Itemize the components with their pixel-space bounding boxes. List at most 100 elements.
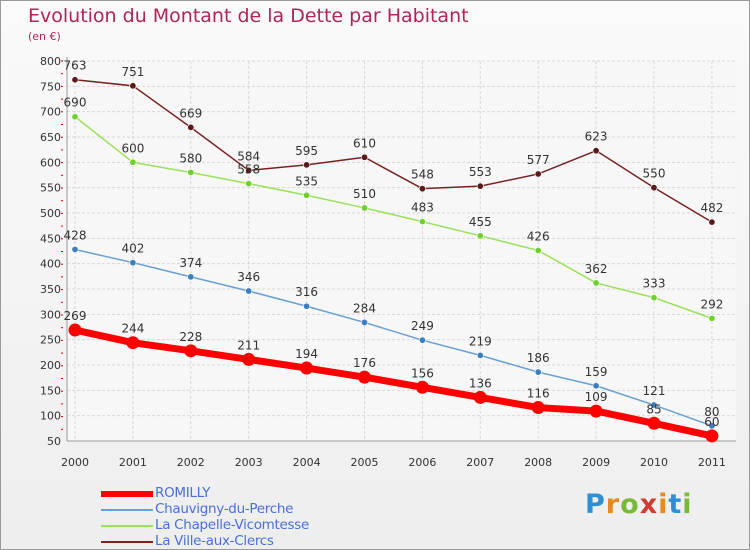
brand-letter: x <box>639 489 659 520</box>
x-tick-label: 2009 <box>582 456 610 469</box>
data-label-la-ville-aux-clercs: 623 <box>585 130 608 144</box>
data-point-la-ville-aux-clercs <box>187 123 195 131</box>
y-tick-label: 50 <box>47 435 61 448</box>
data-label-chauvigny-du-perche: 80 <box>704 405 719 419</box>
data-label-romilly: 136 <box>469 376 492 390</box>
data-point-romilly <box>242 352 256 366</box>
data-label-chauvigny-du-perche: 284 <box>353 301 376 315</box>
y-tick-label: 400 <box>40 258 61 271</box>
brand-letter: i <box>682 489 693 520</box>
x-tick-label: 2003 <box>235 456 263 469</box>
y-tick-label: 800 <box>40 55 61 68</box>
y-tick-label: 700 <box>40 106 61 119</box>
data-label-la-ville-aux-clercs: 751 <box>121 65 144 79</box>
data-point-la-ville-aux-clercs <box>129 82 137 90</box>
data-label-romilly: 60 <box>704 415 719 429</box>
data-label-la-ville-aux-clercs: 763 <box>64 59 87 73</box>
data-label-chauvigny-du-perche: 249 <box>411 319 434 333</box>
x-tick-label: 2001 <box>119 456 147 469</box>
data-point-romilly <box>647 416 661 430</box>
data-point-romilly <box>531 401 545 415</box>
data-point-chauvigny-du-perche <box>360 318 368 326</box>
x-tick-label: 2006 <box>408 456 436 469</box>
data-point-romilly <box>184 344 198 358</box>
data-point-la-chapelle-vicomtesse <box>360 204 368 212</box>
data-label-la-chapelle-vicomtesse: 600 <box>121 141 144 155</box>
data-label-la-chapelle-vicomtesse: 483 <box>411 201 434 215</box>
data-label-chauvigny-du-perche: 402 <box>121 242 144 256</box>
data-point-chauvigny-du-perche <box>129 259 137 267</box>
data-label-la-ville-aux-clercs: 550 <box>643 167 666 181</box>
data-label-la-ville-aux-clercs: 577 <box>527 153 550 167</box>
legend-swatch-la-ville <box>101 541 153 543</box>
data-point-romilly <box>415 380 429 394</box>
data-point-chauvigny-du-perche <box>534 368 542 376</box>
data-point-la-chapelle-vicomtesse <box>534 246 542 254</box>
data-label-romilly: 211 <box>237 338 260 352</box>
data-point-romilly <box>473 390 487 404</box>
data-point-la-chapelle-vicomtesse <box>476 232 484 240</box>
legend-label-la-chapelle: La Chapelle-Vicomtesse <box>155 517 309 533</box>
data-point-la-chapelle-vicomtesse <box>592 279 600 287</box>
brand-logo: Proxiti <box>585 489 693 520</box>
data-point-la-ville-aux-clercs <box>245 166 253 174</box>
data-label-la-ville-aux-clercs: 482 <box>700 201 723 215</box>
data-label-chauvigny-du-perche: 186 <box>527 351 550 365</box>
data-point-la-ville-aux-clercs <box>708 218 716 226</box>
data-point-romilly <box>126 336 140 350</box>
data-label-la-ville-aux-clercs: 595 <box>295 144 318 158</box>
series-line-chauvigny-du-perche <box>74 248 713 427</box>
x-tick-label: 2004 <box>293 456 321 469</box>
plot-area <box>67 61 736 441</box>
data-point-la-chapelle-vicomtesse <box>418 218 426 226</box>
data-label-la-chapelle-vicomtesse: 535 <box>295 174 318 188</box>
x-tick-label: 2011 <box>698 456 726 469</box>
data-label-la-chapelle-vicomtesse: 455 <box>469 215 492 229</box>
brand-letter: o <box>620 489 640 520</box>
data-point-la-ville-aux-clercs <box>71 76 79 84</box>
data-point-chauvigny-du-perche <box>592 382 600 390</box>
y-tick-label: 500 <box>40 207 61 220</box>
data-point-romilly <box>705 429 719 443</box>
legend-label-romilly: ROMILLY <box>155 485 211 501</box>
data-label-romilly: 244 <box>121 322 144 336</box>
y-tick-label: 250 <box>40 334 61 347</box>
brand-letter: r <box>605 489 621 520</box>
data-point-chauvigny-du-perche <box>708 422 716 430</box>
legend-label-la-ville: La Ville-aux-Clercs <box>155 533 274 549</box>
data-label-chauvigny-du-perche: 316 <box>295 285 318 299</box>
data-label-la-chapelle-vicomtesse: 362 <box>585 262 608 276</box>
data-point-la-chapelle-vicomtesse <box>71 113 79 121</box>
y-tick-label: 350 <box>40 283 61 296</box>
data-label-romilly: 269 <box>64 309 87 323</box>
data-point-romilly <box>300 361 314 375</box>
x-tick-label: 2007 <box>466 456 494 469</box>
data-label-la-ville-aux-clercs: 584 <box>237 149 260 163</box>
data-point-la-ville-aux-clercs <box>360 153 368 161</box>
x-tick-label: 2000 <box>61 456 89 469</box>
data-label-chauvigny-du-perche: 428 <box>64 228 87 242</box>
data-point-la-chapelle-vicomtesse <box>245 180 253 188</box>
legend-swatch-la-chapelle <box>101 525 153 527</box>
y-tick-label: 750 <box>40 80 61 93</box>
data-label-la-chapelle-vicomtesse: 292 <box>700 297 723 311</box>
data-label-chauvigny-du-perche: 121 <box>643 384 666 398</box>
brand-letter: P <box>585 489 606 520</box>
legend-swatch-romilly <box>101 491 153 497</box>
data-point-la-ville-aux-clercs <box>418 185 426 193</box>
data-point-romilly <box>358 370 371 384</box>
brand-letter: i <box>658 489 669 520</box>
data-point-romilly <box>589 404 603 418</box>
data-point-la-ville-aux-clercs <box>303 161 311 169</box>
y-tick-label: 150 <box>40 384 61 397</box>
series-line-romilly <box>71 326 716 440</box>
data-label-la-chapelle-vicomtesse: 426 <box>527 229 550 243</box>
data-point-la-ville-aux-clercs <box>476 182 484 190</box>
data-point-chauvigny-du-perche <box>650 401 658 409</box>
data-label-la-ville-aux-clercs: 610 <box>353 136 376 150</box>
x-tick-label: 2008 <box>524 456 552 469</box>
data-point-chauvigny-du-perche <box>418 336 426 344</box>
data-label-la-ville-aux-clercs: 669 <box>179 106 202 120</box>
